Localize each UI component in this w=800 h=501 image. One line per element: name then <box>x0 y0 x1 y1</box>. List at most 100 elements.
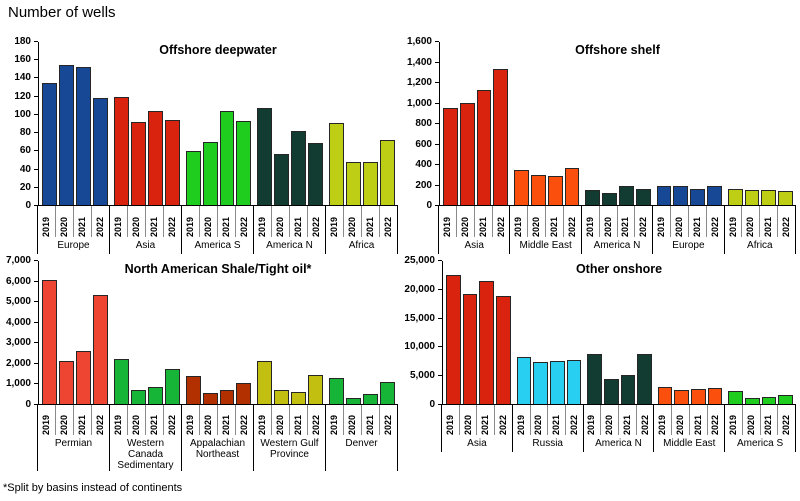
x-axis-group-asia: 2019 2020 2021 2022 Asia <box>110 206 182 254</box>
y-tick-mark <box>435 41 439 42</box>
y-tick-label: 400 <box>415 159 432 170</box>
group-label: Asia <box>135 240 156 251</box>
year-cell: 2021 <box>218 206 236 237</box>
x-axis-group-western-canada-sedimentary: 2019 2020 2021 2022 Western Canada Sedimenta… <box>110 405 182 471</box>
year-label: 2020 <box>347 414 357 435</box>
bar-middle-east-2020 <box>531 174 546 205</box>
year-label: 2021 <box>480 414 491 435</box>
bar-asia-2019 <box>443 108 458 205</box>
y-tick-mark <box>34 362 38 364</box>
bar-africa-2020 <box>346 162 362 205</box>
year-cell: 2019 <box>510 206 529 237</box>
year-label: 2021 <box>365 414 375 435</box>
year-row: 2019 2020 2021 2022 <box>582 206 652 237</box>
y-tick-label: 120 <box>14 90 31 102</box>
group-label: America S <box>737 438 784 449</box>
year-label: 2022 <box>566 216 577 237</box>
y-tick-mark <box>34 59 38 61</box>
bar-middle-east-2022 <box>707 387 723 404</box>
year-label: 2020 <box>674 414 685 435</box>
x-axis-group-america-n: 2019 2020 2021 2022 America N <box>584 405 655 452</box>
plot-row: 0 20 40 60 80 100 120 140 160 180 <box>0 37 398 211</box>
bar-western-canada-sedimentary-2019 <box>113 359 129 404</box>
y-tick-label: 60 <box>19 145 31 157</box>
y-tick-label: 2,000 <box>5 357 31 369</box>
bar-asia-2021 <box>476 89 492 205</box>
year-label: 2021 <box>763 216 774 237</box>
year-cell: 2021 <box>690 405 708 435</box>
year-label: 2021 <box>293 414 303 435</box>
year-cell: 2022 <box>380 405 397 435</box>
year-cell: 2020 <box>743 405 761 435</box>
year-label: 2020 <box>203 414 213 435</box>
year-label: 2021 <box>77 414 87 435</box>
bar-europe-2021 <box>75 67 91 205</box>
y-tick-label: 15,000 <box>404 312 435 324</box>
y-tick-label: 6,000 <box>5 275 31 287</box>
bar-permian-2019 <box>42 280 57 404</box>
bar-middle-east-2021 <box>691 389 706 404</box>
y-tick-mark <box>435 82 439 83</box>
year-cell: 2022 <box>92 405 109 435</box>
group-label: America N <box>266 240 313 251</box>
bar-america-s-2022 <box>236 120 252 205</box>
y-axis: 0 1,000 2,000 3,000 4,000 5,000 6,000 7,000 <box>0 256 38 410</box>
bar-europe-2020 <box>673 186 689 205</box>
y-tick-label: 25,000 <box>404 255 435 266</box>
year-cell: 2021 <box>619 405 637 435</box>
year-cell: 2021 <box>362 206 380 237</box>
x-axis-group-russia: 2019 2020 2021 2022 Russia <box>513 405 584 452</box>
year-cell: 2022 <box>236 405 253 435</box>
bar-denver-2020 <box>346 398 362 404</box>
y-tick-mark <box>34 41 38 42</box>
bar-europe-2019 <box>42 82 57 205</box>
y-tick-label: 1,400 <box>406 56 432 68</box>
bar-middle-east-2022 <box>564 168 580 205</box>
year-label: 2022 <box>709 216 720 237</box>
y-tick-mark <box>34 321 38 323</box>
y-tick-mark <box>438 317 442 319</box>
bar-group-russia <box>514 261 585 404</box>
group-label: America N <box>595 438 642 449</box>
bar-russia-2021 <box>549 361 565 404</box>
bar-middle-east-2020 <box>674 390 690 404</box>
bar-europe-2021 <box>690 188 705 205</box>
year-label: 2019 <box>728 414 739 435</box>
bar-america-n-2022 <box>637 354 652 404</box>
chart-other-onshore: Other onshore 0 5,000 10,000 15,000 20,000 25… <box>398 256 796 452</box>
year-label: 2022 <box>568 414 579 435</box>
bar-group-america-s <box>725 261 796 404</box>
year-label: 2021 <box>551 414 562 435</box>
bar-africa-2022 <box>778 190 793 205</box>
bar-america-n-2021 <box>619 186 634 205</box>
bar-middle-east-2019 <box>514 169 529 205</box>
year-label: 2020 <box>745 216 756 237</box>
bar-group-permian <box>39 261 111 404</box>
year-cell: 2021 <box>146 405 164 435</box>
year-label: 2019 <box>727 216 738 237</box>
year-cell: 2020 <box>600 206 618 237</box>
year-label: 2019 <box>441 216 452 237</box>
group-label: Africa <box>747 240 773 251</box>
y-tick-mark <box>435 143 439 145</box>
y-tick-label: 1,200 <box>406 77 432 88</box>
bar-asia-2021 <box>147 110 163 205</box>
x-axis: 2019 2020 2021 2022 Permian 2019 2020 2021 2022 W… <box>37 405 398 471</box>
year-cell: 2020 <box>200 405 218 435</box>
y-tick-mark <box>435 123 439 124</box>
group-label: Western Gulf Province <box>260 438 319 460</box>
year-label: 2019 <box>584 216 595 237</box>
y-tick-mark <box>435 205 439 206</box>
year-cell: 2019 <box>254 405 272 435</box>
year-label: 2021 <box>691 216 702 237</box>
y-tick-label: 100 <box>14 108 31 120</box>
year-label: 2022 <box>383 414 393 435</box>
year-label: 2019 <box>329 414 339 435</box>
group-label: Europe <box>672 240 705 251</box>
year-label: 2020 <box>275 414 285 435</box>
year-label: 2019 <box>513 216 524 237</box>
y-tick-label: 3,000 <box>5 337 31 349</box>
y-tick-label: 0 <box>25 200 31 211</box>
bar-europe-2022 <box>92 98 108 205</box>
bar-asia-2019 <box>113 97 129 205</box>
